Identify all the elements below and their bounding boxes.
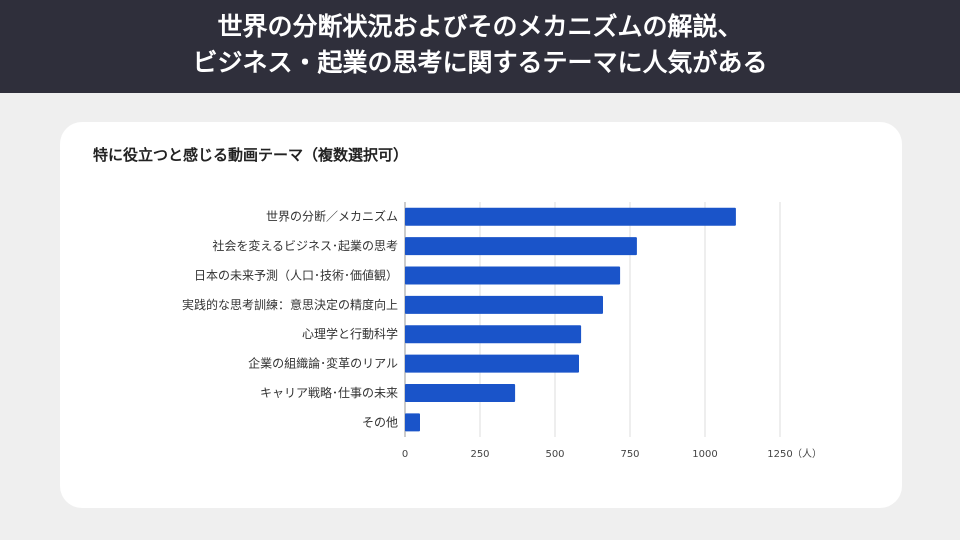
category-label: 世界の分断／メカニズム xyxy=(266,209,398,224)
bar xyxy=(405,354,579,373)
category-label: 企業の組織論･変革のリアル xyxy=(248,356,398,371)
x-tick-label: 1250 xyxy=(767,449,792,460)
bar xyxy=(405,295,603,314)
bar xyxy=(405,413,420,432)
x-unit-label: （人） xyxy=(792,448,822,460)
bar xyxy=(405,237,637,256)
chart-card: 特に役立つと感じる動画テーマ（複数選択可） xyxy=(60,122,902,508)
bar xyxy=(405,383,516,402)
bar xyxy=(405,266,621,285)
category-label: 社会を変えるビジネス･起業の思考 xyxy=(212,238,398,253)
category-label: 日本の未来予測（人口･技術･価値観） xyxy=(194,267,398,282)
x-tick-label: 250 xyxy=(470,449,489,460)
header-banner: 世界の分断状況およびそのメカニズムの解説、 ビジネス・起業の思考に関するテーマに… xyxy=(0,0,960,93)
x-tick-label: 750 xyxy=(620,449,639,460)
chart-title: 特に役立つと感じる動画テーマ（複数選択可） xyxy=(93,146,409,164)
category-label: その他 xyxy=(362,415,398,429)
x-tick-label: 1000 xyxy=(692,449,717,460)
headline-line-2: ビジネス・起業の思考に関するテーマに人気がある xyxy=(192,48,768,77)
category-label: 実践的な思考訓練：意思決定の精度向上 xyxy=(182,297,398,312)
category-label: 心理学と行動科学 xyxy=(302,326,398,341)
x-tick-label: 500 xyxy=(545,449,564,460)
bar xyxy=(405,325,582,344)
bar xyxy=(405,207,736,226)
headline-line-1: 世界の分断状況およびそのメカニズムの解説、 xyxy=(217,12,743,41)
x-tick-label: 0 xyxy=(402,449,408,460)
category-label: キャリア戦略･仕事の未来 xyxy=(260,385,398,400)
